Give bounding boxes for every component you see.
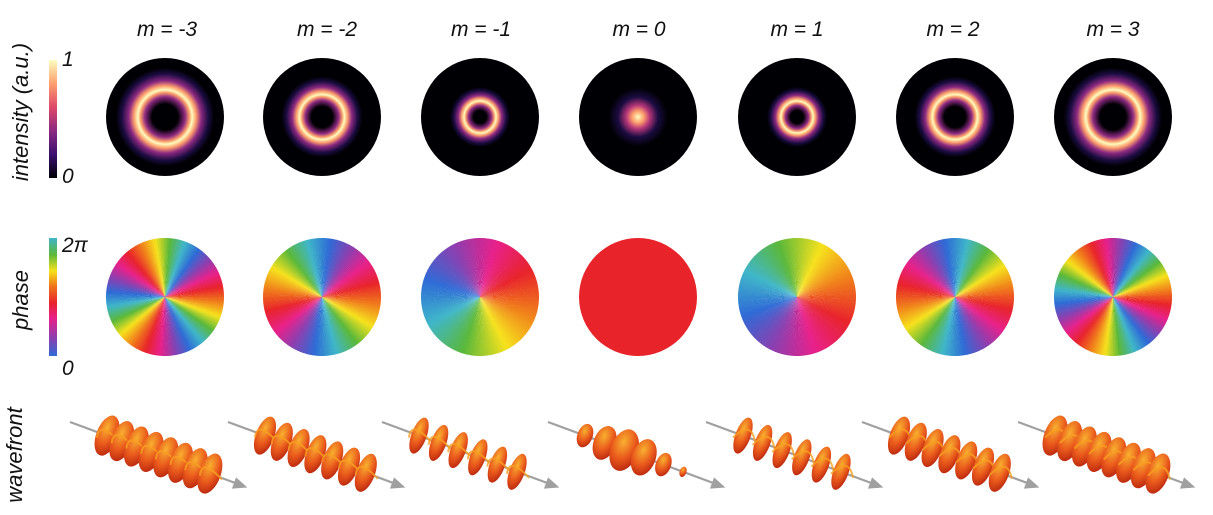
phase-wheel xyxy=(263,238,381,356)
column-label: m = 2 xyxy=(926,18,979,41)
wavefront-helix xyxy=(381,417,560,490)
row-label-phase: phase xyxy=(8,270,33,331)
intensity-disk xyxy=(421,58,539,176)
row-label-intensity: intensity (a.u.) xyxy=(8,43,33,181)
intensity-disk xyxy=(738,58,856,176)
phase-wheel xyxy=(1054,238,1172,356)
wavefront-helix xyxy=(705,417,884,490)
intensity-disk xyxy=(579,58,697,176)
phase-row xyxy=(106,238,1172,356)
intensity-disk xyxy=(896,58,1014,176)
wavefront-helix xyxy=(69,415,248,494)
phase-wheel xyxy=(421,238,539,356)
wavefront-helix xyxy=(861,416,1040,492)
intensity-scale-max: 1 xyxy=(62,48,74,71)
wavefront-helix xyxy=(1017,415,1196,494)
intensity-colorbar-gradient xyxy=(49,60,57,178)
column-label: m = -1 xyxy=(451,18,511,41)
wavefront-helix xyxy=(547,420,726,489)
phase-colorbar-gradient xyxy=(49,238,57,356)
column-label: m = -2 xyxy=(297,18,357,41)
intensity-disk xyxy=(106,58,224,176)
column-label: m = 0 xyxy=(612,18,665,41)
phase-wheel xyxy=(106,238,224,356)
phase-scale-max: 2π xyxy=(61,234,89,257)
phase-wheel xyxy=(896,238,1014,356)
phase-wheel xyxy=(579,238,697,356)
intensity-disk xyxy=(263,58,381,176)
intensity-row xyxy=(106,58,1172,176)
intensity-disk xyxy=(1054,58,1172,176)
column-label: m = 3 xyxy=(1086,18,1139,41)
wavefront-helix xyxy=(227,416,406,492)
column-label: m = -3 xyxy=(137,18,197,41)
phase-wheel xyxy=(738,238,856,356)
column-labels: m = -3 m = -2 m = -1 m = 0 m = 1 m = 2 m… xyxy=(137,18,1140,41)
phase-scale-min: 0 xyxy=(62,357,74,380)
wavefront-row xyxy=(69,415,1196,494)
phase-colorbar: 2π 0 xyxy=(49,234,89,380)
column-label: m = 1 xyxy=(770,18,823,41)
intensity-scale-min: 0 xyxy=(62,165,74,188)
row-label-wavefront: wavefront xyxy=(2,406,27,502)
intensity-colorbar: 1 0 xyxy=(49,48,74,188)
